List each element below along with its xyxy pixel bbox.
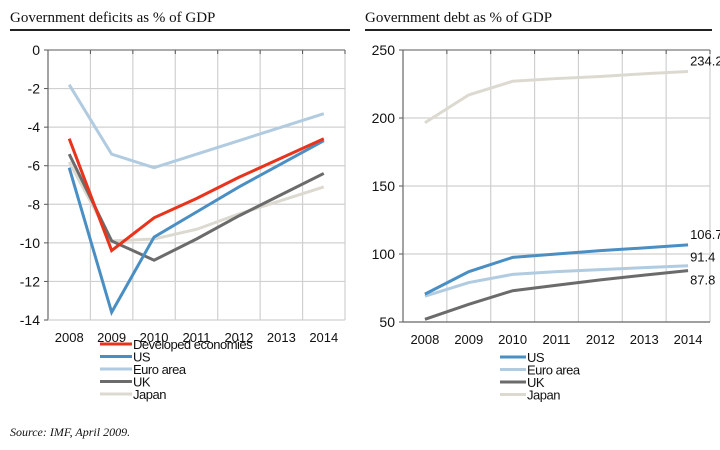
deficit-ytick-label: -12 <box>20 273 40 289</box>
debt-end-label: 234.2 <box>690 53 720 68</box>
debt-ytick-label: 50 <box>379 314 395 330</box>
left-chart-title: Government deficits as % of GDP <box>10 10 216 26</box>
debt-xtick-label: 2008 <box>410 332 439 347</box>
debt-legend-label: UK <box>527 375 545 390</box>
deficit-ytick-label: -10 <box>20 235 40 251</box>
deficit-ytick-label: -6 <box>28 158 41 174</box>
deficit-legend-label: Euro area <box>133 362 187 377</box>
debt-end-label: 91.4 <box>690 250 715 265</box>
deficit-xtick-label: 2009 <box>97 330 126 345</box>
debt-ytick-label: 100 <box>372 246 396 262</box>
debt-ytick-label: 150 <box>372 178 396 194</box>
debt-xtick-label: 2012 <box>586 332 615 347</box>
deficit-series-uk <box>67 153 325 262</box>
debt-series-uk <box>424 269 689 321</box>
debt-ytick-label: 250 <box>372 42 396 58</box>
deficit-series-developed-economies <box>67 137 325 253</box>
debt-xtick-label: 2014 <box>674 332 703 347</box>
deficit-legend-label: Japan <box>133 387 166 402</box>
debt-xtick-label: 2011 <box>543 332 571 347</box>
deficit-xtick-label: 2011 <box>183 330 211 345</box>
debt-series-us <box>424 243 689 296</box>
debt-series-japan <box>424 69 689 125</box>
deficit-ytick-label: -2 <box>28 81 41 97</box>
source-note: Source: IMF, April 2009. <box>10 425 131 439</box>
deficit-ytick-label: 0 <box>32 42 40 58</box>
right-chart-title: Government debt as % of GDP <box>365 10 553 26</box>
deficit-ytick-label: -14 <box>20 312 40 328</box>
deficit-xtick-label: 2013 <box>267 330 296 345</box>
deficit-series-euro-area <box>67 83 325 170</box>
debt-legend-label: Euro area <box>527 363 581 378</box>
deficit-legend-label: US <box>133 350 151 365</box>
debt-legend-label: US <box>527 350 545 365</box>
deficit-legend-label: Developed economies <box>133 337 253 352</box>
deficit-xtick-label: 2010 <box>140 330 169 345</box>
deficit-legend-label: UK <box>133 375 151 390</box>
deficit-xtick-label: 2014 <box>309 330 338 345</box>
debt-end-label: 87.8 <box>690 273 715 288</box>
deficit-series-us <box>67 139 325 317</box>
debt-end-label: 106.7 <box>690 227 720 242</box>
debt-xtick-label: 2010 <box>498 332 527 347</box>
deficit-xtick-label: 2012 <box>224 330 253 345</box>
debt-series-euro-area <box>424 264 689 298</box>
right-title-rule <box>365 29 712 31</box>
deficit-xtick-label: 2008 <box>55 330 84 345</box>
debt-xtick-label: 2009 <box>454 332 483 347</box>
left-title-rule <box>10 29 350 31</box>
debt-chart: 250 200 150 100 50 2008 2009 2010 2011 2012 2013 20… <box>372 42 720 403</box>
debt-legend-label: Japan <box>527 388 560 403</box>
deficit-ytick-label: -8 <box>28 196 41 212</box>
deficit-chart: 0 -2 -4 -6 -8 -10 -12 -14 2008 2009 2010 2011 2012 20… <box>20 42 346 402</box>
deficit-ytick-label: -4 <box>28 119 41 135</box>
debt-xtick-label: 2013 <box>630 332 659 347</box>
debt-ytick-label: 200 <box>372 110 396 126</box>
